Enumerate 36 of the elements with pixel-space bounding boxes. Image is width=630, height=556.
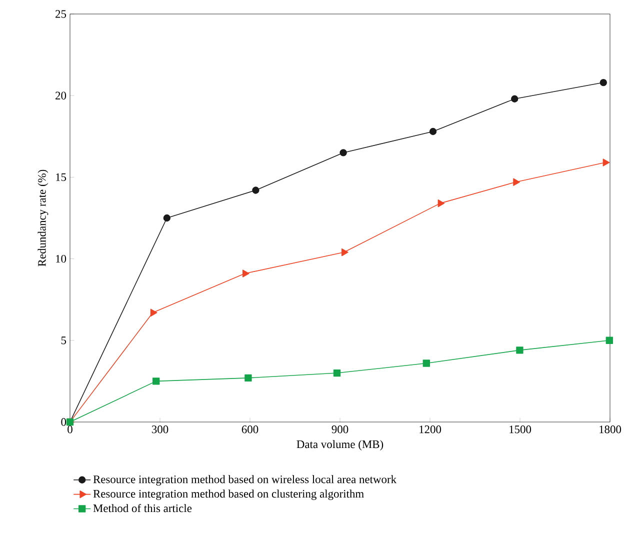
point [340,149,347,156]
legend-label: Resource integration method based on clustering algorithm [93,490,364,500]
point [438,199,445,208]
point [252,186,260,194]
x-tick-label: 300 [152,426,168,434]
y-tick-label: 10 [56,254,66,263]
legend-label: Method of this article [93,504,192,512]
point [429,128,437,136]
point [600,78,607,86]
x-axis-title: Data volume (MB) [296,440,384,450]
point [511,95,518,102]
point [150,308,158,317]
point [516,346,524,354]
point [513,178,520,186]
point [342,248,348,256]
x-tick-label: 1500 [510,426,532,434]
point [242,270,250,278]
point [422,360,430,367]
y-axis-title: Redundancy rate (%) [38,170,48,266]
x-tick-label: 900 [332,426,348,434]
y-tick-label: 5 [61,336,66,344]
point [152,378,160,385]
point [333,369,341,377]
point [606,336,613,344]
x-tick-label: 1800 [600,426,622,434]
y-tick-label: 20 [56,92,66,100]
point [244,374,252,382]
point [163,214,170,222]
x-tick-label: 600 [242,426,258,434]
point [602,158,610,166]
x-tick-label: 0 [68,426,72,434]
y-tick-label: 25 [56,10,66,18]
legend-label: Resource integration method based on wireless local area network [93,475,397,486]
y-tick-label: 15 [56,173,66,182]
x-tick-label: 1200 [420,426,442,434]
y-tick-label: 0 [61,418,66,426]
